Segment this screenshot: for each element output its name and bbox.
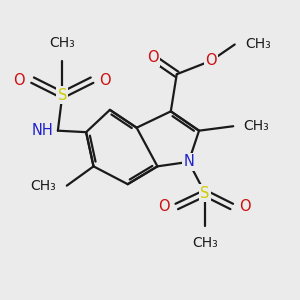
Text: O: O [158, 199, 169, 214]
Text: O: O [205, 53, 217, 68]
Text: CH₃: CH₃ [244, 119, 269, 133]
Text: CH₃: CH₃ [50, 36, 75, 50]
Text: N: N [183, 154, 194, 169]
Text: S: S [58, 88, 67, 103]
Text: O: O [239, 199, 251, 214]
Text: O: O [14, 73, 25, 88]
Text: O: O [100, 73, 111, 88]
Text: CH₃: CH₃ [31, 179, 56, 193]
Text: NH: NH [32, 123, 53, 138]
Text: S: S [200, 186, 210, 201]
Text: CH₃: CH₃ [245, 38, 271, 52]
Text: O: O [147, 50, 159, 65]
Text: CH₃: CH₃ [192, 236, 218, 250]
